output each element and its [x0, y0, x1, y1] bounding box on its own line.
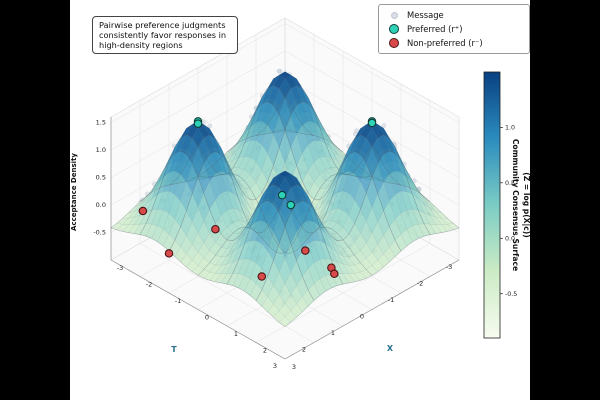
wire-line: [168, 134, 344, 285]
colorbar-ticks: -0.5 0.0 0.5 1.0: [500, 125, 517, 298]
z-tick-label: 0.0: [96, 201, 106, 209]
wire-line: [255, 150, 431, 301]
nonpreferred-point: [257, 272, 267, 281]
x-tick-label: -3: [117, 264, 123, 272]
preferred-marker-icon: [389, 24, 399, 34]
wire-line: [139, 150, 315, 301]
legend: Message Preferred (r⁺) Non-preferred (r⁻…: [378, 4, 530, 54]
wire-line: [197, 173, 373, 276]
legend-item-message: Message: [383, 8, 525, 22]
y-tick-label: 2: [302, 346, 306, 354]
z-tick-label: -0.5: [93, 229, 106, 237]
grid-line: [284, 23, 460, 123]
surface-patch: [279, 316, 291, 327]
colorbar-tick-label: 0.0: [505, 235, 515, 242]
grid-line: [110, 23, 286, 123]
x-axis-label: X: [387, 344, 394, 353]
legend-label-preferred: Preferred (r⁺): [407, 24, 463, 34]
annotation-box: Pairwise preference judgments consistent…: [92, 16, 238, 54]
y-tick-label: 3: [273, 362, 277, 370]
wire-line: [226, 101, 402, 252]
consensus-surface: [110, 71, 460, 327]
z-tick-label: 0.5: [96, 174, 106, 182]
y-tick-label: 0: [360, 313, 364, 321]
legend-label-nonpreferred: Non-preferred (r⁻): [407, 38, 483, 48]
x-tick-label: 0: [205, 314, 209, 322]
preferred-point: [286, 200, 296, 210]
wire-line: [110, 227, 286, 327]
colorbar-sublabel: (Z = log p(X|c)): [521, 172, 530, 238]
figure-canvas: -3 -2 -1 0 1 2 3 -3 -2 -1 0 1 2 3 -0.5 0.0 0.5 1.0 1.5 T X…: [70, 0, 531, 400]
wire-line: [168, 101, 344, 252]
axis-line-y: [110, 259, 286, 360]
nonpreferred-point: [164, 249, 174, 258]
grid-line: [110, 50, 286, 151]
preferred-point: [193, 119, 203, 128]
x-tick-label: -2: [146, 281, 152, 289]
x-tick-label: -1: [175, 297, 181, 305]
y-tick-label: -3: [446, 263, 452, 271]
grid-line: [284, 50, 460, 151]
message-point: [276, 68, 282, 74]
colorbar-label: Community Consensus Surface: [511, 139, 520, 271]
colorbar: [483, 71, 501, 339]
wire-line: [197, 173, 373, 276]
wire-line: [284, 128, 460, 228]
x-tick-label: 1: [234, 330, 238, 338]
preferred-point: [277, 190, 287, 200]
legend-label-message: Message: [407, 10, 444, 20]
nonpreferred-point: [330, 269, 339, 279]
preference-points: [138, 117, 377, 281]
wire-line: [139, 84, 315, 235]
x-tick-label: 2: [263, 347, 267, 355]
nonpreferred-marker-icon: [389, 38, 399, 48]
colorbar-tick-label: 1.0: [505, 125, 515, 132]
y-tick-label: -1: [388, 296, 394, 304]
wire-line: [284, 227, 460, 327]
wire-line: [110, 128, 286, 228]
colorbar-tick-label: -0.5: [505, 291, 517, 298]
axis-line-x: [284, 259, 460, 360]
z-tick-label: 1.5: [96, 119, 106, 127]
preferred-point: [367, 118, 377, 128]
y-axis-label: T: [171, 345, 177, 354]
z-axis-label: Acceptance Density: [70, 153, 78, 231]
message-point: [381, 123, 387, 128]
nonpreferred-point: [211, 224, 220, 234]
y-tick-label: -2: [417, 280, 423, 288]
legend-item-nonpreferred: Non-preferred (r⁻): [383, 36, 525, 50]
wire-line: [255, 84, 431, 235]
nonpreferred-point: [301, 246, 310, 255]
x-tick-label: 3: [292, 363, 296, 371]
nonpreferred-point: [138, 206, 148, 216]
y-tick-label: 1: [331, 329, 335, 337]
message-marker-icon: [391, 11, 398, 19]
z-tick-label: 1.0: [96, 146, 106, 154]
message-point: [207, 123, 213, 129]
legend-item-preferred: Preferred (r⁺): [383, 22, 525, 36]
wire-line: [226, 134, 402, 285]
colorbar-tick-label: 0.5: [505, 180, 515, 187]
surface-wireframe: [110, 84, 460, 327]
